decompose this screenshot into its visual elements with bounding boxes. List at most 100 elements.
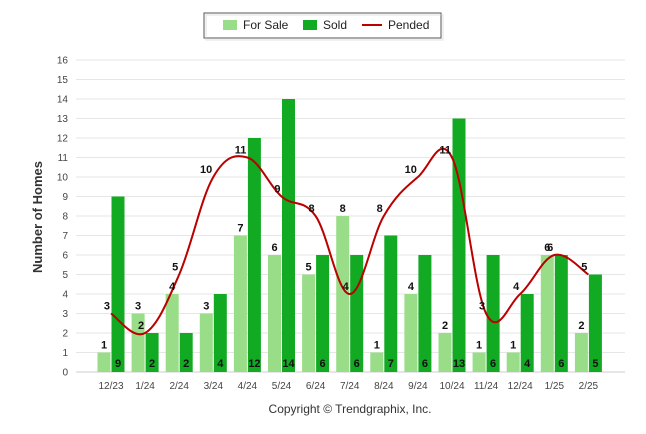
data-label-sold: 2 (149, 358, 155, 370)
data-label-pended: 3 (104, 301, 110, 313)
data-label-pended: 11 (235, 145, 247, 157)
data-label-for-sale: 1 (476, 340, 482, 352)
y-tick-label: 9 (62, 192, 68, 203)
bar-for-sale (370, 352, 384, 372)
legend-label-sold: Sold (323, 18, 347, 32)
data-label-pended: 5 (581, 262, 587, 274)
data-label-for-sale: 1 (374, 340, 380, 352)
bars (97, 99, 602, 372)
x-tick-label: 3/24 (204, 381, 224, 392)
data-label-for-sale: 3 (203, 301, 209, 313)
data-label-sold: 6 (422, 358, 428, 370)
data-label-sold: 13 (453, 358, 465, 370)
y-tick-label: 3 (62, 309, 68, 320)
bar-sold (282, 99, 295, 372)
x-tick-label: 6/24 (306, 381, 326, 392)
data-label-pended: 9 (274, 184, 280, 196)
data-label-pended: 4 (513, 281, 520, 293)
x-tick-label: 2/24 (169, 381, 189, 392)
legend-swatch-sold (303, 20, 317, 30)
bar-for-sale (233, 235, 247, 372)
bar-for-sale (268, 255, 281, 372)
x-tick-label: 4/24 (238, 381, 258, 392)
bar-for-sale (574, 333, 588, 372)
y-tick-label: 6 (62, 251, 68, 262)
legend-swatch-for-sale (223, 20, 237, 30)
data-label-pended: 11 (439, 145, 451, 157)
data-label-sold: 5 (592, 358, 598, 370)
y-tick-label: 2 (62, 329, 68, 340)
data-label-for-sale: 7 (237, 223, 243, 235)
legend-label-for-sale: For Sale (243, 18, 289, 32)
bar-sold (384, 235, 398, 372)
bar-sold (316, 255, 330, 372)
x-tick-label: 11/24 (474, 381, 499, 392)
data-label-sold: 6 (558, 358, 564, 370)
y-tick-label: 12 (57, 134, 69, 145)
bar-sold (111, 196, 125, 372)
y-tick-label: 14 (57, 95, 69, 106)
bar-for-sale (506, 352, 520, 372)
bar-for-sale (472, 352, 486, 372)
bar-for-sale (199, 313, 213, 372)
data-label-sold: 4 (524, 358, 531, 370)
y-tick-label: 5 (62, 270, 68, 281)
x-tick-label: 8/24 (374, 381, 394, 392)
y-tick-label: 13 (57, 114, 69, 125)
data-label-sold: 2 (183, 358, 189, 370)
legend-label-pended: Pended (388, 18, 429, 32)
data-label-pended: 10 (200, 164, 212, 176)
bar-sold (350, 255, 364, 372)
bar-sold (247, 138, 261, 372)
bar-for-sale (336, 216, 350, 372)
bar-sold (554, 255, 568, 372)
y-tick-label: 16 (57, 56, 69, 67)
data-label-sold: 14 (282, 358, 295, 370)
data-label-pended: 5 (172, 262, 178, 274)
data-label-pended: 4 (343, 281, 350, 293)
bar-sold (179, 333, 193, 372)
x-tick-label: 7/24 (340, 381, 360, 392)
data-label-for-sale: 6 (271, 242, 277, 254)
x-tick-label: 2/25 (579, 381, 599, 392)
y-tick-label: 10 (57, 173, 69, 184)
bar-for-sale (302, 274, 316, 372)
data-label-for-sale: 8 (340, 203, 346, 215)
bar-for-sale (540, 255, 554, 372)
y-tick-label: 1 (62, 348, 68, 359)
bar-sold (213, 294, 227, 372)
x-tick-label: 10/24 (439, 381, 464, 392)
y-tick-label: 8 (62, 212, 68, 223)
data-label-for-sale: 1 (101, 340, 107, 352)
y-axis-title: Number of Homes (30, 161, 45, 273)
data-label-for-sale: 6 (544, 242, 550, 254)
bar-for-sale (97, 352, 111, 372)
data-label-pended: 2 (138, 320, 144, 332)
data-label-sold: 12 (248, 358, 260, 370)
bar-sold (520, 294, 534, 372)
data-label-sold: 6 (354, 358, 360, 370)
y-tick-label: 7 (62, 231, 68, 242)
data-label-pended: 10 (405, 164, 417, 176)
bar-sold (452, 118, 466, 372)
pended-line (110, 147, 589, 336)
bar-sold (588, 274, 602, 372)
bar-for-sale (165, 294, 179, 372)
data-label-sold: 7 (388, 358, 394, 370)
x-tick-label: 1/24 (135, 381, 155, 392)
y-tick-label: 0 (62, 368, 68, 379)
pended-line-path (110, 147, 589, 336)
bar-sold (418, 255, 432, 372)
bar-sold (486, 255, 500, 372)
y-tick-label: 11 (58, 153, 69, 164)
data-labels: 1932423471261456861746213161466253251011… (101, 145, 599, 371)
data-label-for-sale: 2 (442, 320, 448, 332)
y-tick-label: 4 (62, 290, 68, 301)
x-axis-ticks: 12/23 1/24 2/24 3/24 4/24 5/24 6/24 7/24 8/24 9/2… (98, 381, 598, 392)
data-label-pended: 3 (479, 301, 485, 313)
x-tick-label: 5/24 (272, 381, 292, 392)
x-tick-label: 12/23 (98, 381, 123, 392)
copyright-text: Copyright © Trendgraphix, Inc. (269, 402, 432, 416)
